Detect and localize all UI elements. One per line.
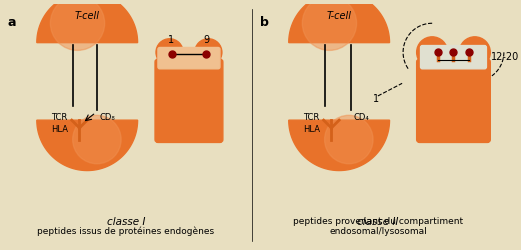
- Text: 1: 1: [373, 94, 379, 104]
- Text: 12-20: 12-20: [491, 52, 519, 62]
- Circle shape: [51, 0, 105, 50]
- FancyBboxPatch shape: [417, 59, 490, 142]
- Text: TCR: TCR: [303, 113, 319, 122]
- Circle shape: [156, 39, 183, 66]
- FancyBboxPatch shape: [420, 46, 487, 69]
- Text: 1: 1: [168, 34, 175, 44]
- Circle shape: [325, 115, 373, 164]
- Text: CD₄: CD₄: [354, 113, 369, 122]
- Text: CD₈: CD₈: [100, 113, 116, 122]
- Text: 9: 9: [203, 34, 209, 44]
- Text: HLA: HLA: [52, 125, 69, 134]
- Text: T-cell: T-cell: [75, 10, 100, 20]
- FancyBboxPatch shape: [155, 59, 223, 142]
- Circle shape: [72, 115, 121, 164]
- FancyBboxPatch shape: [158, 48, 220, 69]
- Text: T-cell: T-cell: [327, 10, 352, 20]
- Polygon shape: [289, 0, 390, 43]
- Text: TCR: TCR: [51, 113, 67, 122]
- Polygon shape: [37, 120, 138, 170]
- Circle shape: [417, 37, 448, 68]
- Text: a: a: [8, 16, 16, 28]
- Polygon shape: [289, 120, 390, 170]
- Text: classe II: classe II: [357, 217, 399, 227]
- Text: peptides provenant du compartiment
endosomal/lysosomal: peptides provenant du compartiment endos…: [293, 217, 463, 236]
- Text: b: b: [259, 16, 268, 28]
- Text: HLA: HLA: [304, 125, 320, 134]
- Circle shape: [302, 0, 356, 50]
- Polygon shape: [37, 0, 138, 43]
- Text: peptides issus de protéines endogènes: peptides issus de protéines endogènes: [38, 227, 215, 236]
- Circle shape: [195, 39, 222, 66]
- Text: classe I: classe I: [107, 217, 145, 227]
- Circle shape: [460, 37, 490, 68]
